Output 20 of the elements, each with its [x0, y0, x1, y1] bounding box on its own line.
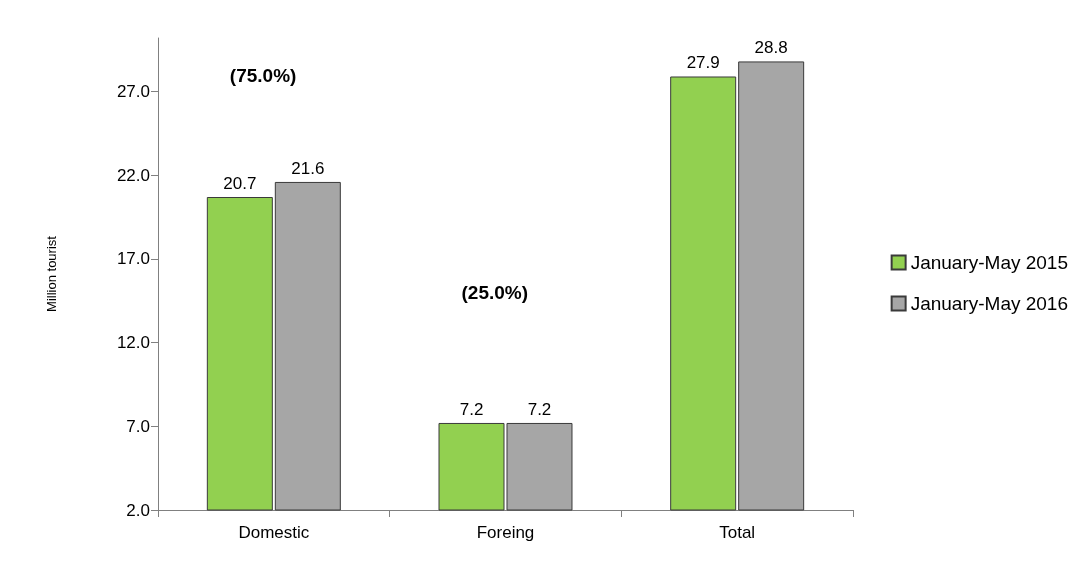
y-tick-label: 27.0 — [116, 82, 150, 102]
y-axis-title: Million tourist — [44, 235, 59, 312]
y-tick-label: 2.0 — [126, 500, 150, 520]
data-label: 7.2 — [527, 399, 552, 419]
data-label: 20.7 — [223, 174, 257, 194]
legend-label: January-May 2016 — [910, 293, 1069, 314]
data-label: 21.6 — [291, 158, 325, 178]
x-tick-label: Domestic — [238, 523, 310, 542]
y-tick-label: 17.0 — [116, 249, 150, 269]
data-label: 7.2 — [459, 399, 484, 419]
legend-label: January-May 2015 — [910, 252, 1069, 273]
y-tick-label: 7.0 — [126, 416, 150, 436]
x-tick-label: Total — [719, 523, 756, 542]
y-tick-label: 12.0 — [116, 333, 150, 353]
annotation: (25.0%) — [461, 282, 529, 304]
data-label: 27.9 — [686, 53, 720, 73]
data-label: 28.8 — [754, 38, 788, 58]
y-tick-label: 22.0 — [116, 165, 150, 185]
x-tick-label: Foreing — [476, 523, 535, 542]
annotation: (75.0%) — [229, 65, 297, 87]
